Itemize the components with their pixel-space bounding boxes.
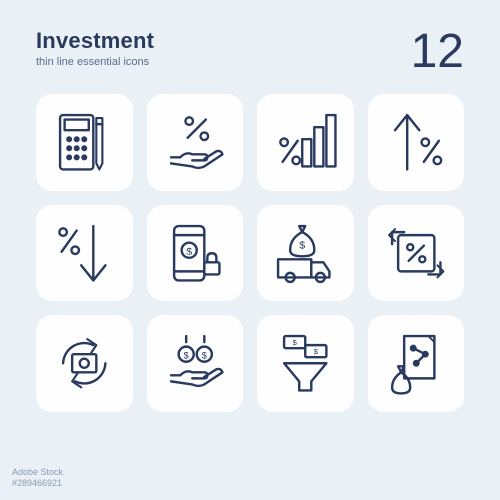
watermark-source: Adobe Stock	[12, 467, 63, 479]
watermark-id: #289466921	[12, 478, 63, 490]
icon-tile: $	[257, 205, 354, 302]
icon-tile	[368, 205, 465, 302]
document-bag-icon	[380, 327, 453, 400]
calculator-pen-icon	[48, 106, 121, 179]
hand-coins-icon: $ $	[159, 327, 232, 400]
arrow-up-percent-icon	[380, 106, 453, 179]
icon-tile	[36, 205, 133, 302]
page-subtitle: thin line essential icons	[36, 56, 154, 68]
svg-text:$: $	[299, 239, 305, 251]
header: Investment thin line essential icons 12	[36, 28, 464, 76]
svg-text:$: $	[183, 351, 188, 361]
hand-percent-icon	[159, 106, 232, 179]
percent-transfer-icon	[380, 217, 453, 290]
svg-text:$: $	[186, 245, 192, 257]
percent-bar-chart-icon	[269, 106, 342, 179]
icon-tile: $ $	[147, 315, 244, 412]
icon-tile: $	[147, 205, 244, 302]
phone-lock-dollar-icon: $	[159, 217, 232, 290]
icon-tile	[257, 94, 354, 191]
svg-text:$: $	[201, 351, 206, 361]
watermark: Adobe Stock #289466921	[12, 467, 63, 490]
svg-text:$: $	[314, 347, 319, 356]
header-text: Investment thin line essential icons	[36, 28, 154, 68]
page-title: Investment	[36, 28, 154, 54]
icon-tile: $ $	[257, 315, 354, 412]
icon-tile	[368, 315, 465, 412]
icon-tile	[36, 315, 133, 412]
icon-tile	[368, 94, 465, 191]
icon-grid: $ $	[36, 94, 464, 412]
icon-count: 12	[411, 28, 464, 76]
icon-tile	[147, 94, 244, 191]
arrow-down-percent-icon	[48, 217, 121, 290]
money-funnel-icon: $ $	[269, 327, 342, 400]
money-truck-icon: $	[269, 217, 342, 290]
money-exchange-icon	[48, 327, 121, 400]
svg-text:$: $	[293, 338, 298, 347]
icon-tile	[36, 94, 133, 191]
